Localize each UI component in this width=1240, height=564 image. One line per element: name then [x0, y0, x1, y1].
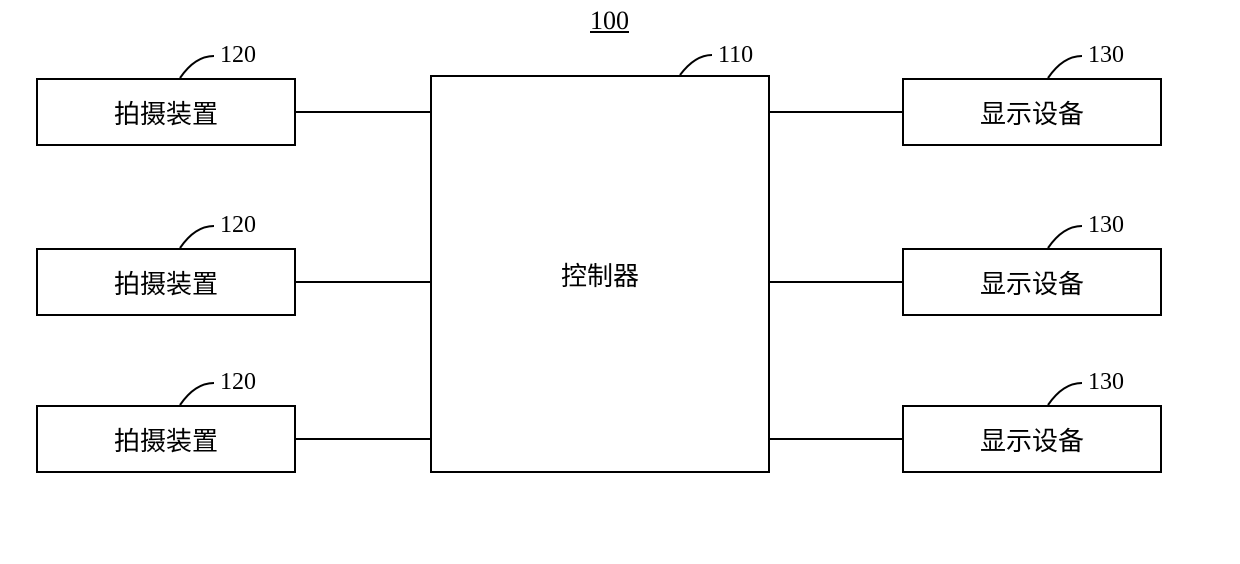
- connector-left-1: [296, 111, 430, 113]
- controller-label: 控制器: [561, 256, 639, 293]
- block-diagram: 100 控制器 110 拍摄装置 120 拍摄装置 120 拍摄装置 120 显…: [0, 0, 1240, 564]
- display-label-3: 显示设备: [980, 421, 1084, 458]
- display-ref-3: 130: [1088, 369, 1124, 396]
- controller-ref: 110: [718, 42, 753, 69]
- camera-ref-3: 120: [220, 369, 256, 396]
- camera-label-2: 拍摄装置: [114, 264, 218, 301]
- display-box-2: 显示设备: [902, 248, 1162, 316]
- camera-label-1: 拍摄装置: [114, 94, 218, 131]
- display-box-1: 显示设备: [902, 78, 1162, 146]
- camera-ref-1: 120: [220, 42, 256, 69]
- camera-box-3: 拍摄装置: [36, 405, 296, 473]
- display-ref-1: 130: [1088, 42, 1124, 69]
- connector-left-2: [296, 281, 430, 283]
- display-box-3: 显示设备: [902, 405, 1162, 473]
- diagram-title: 100: [590, 6, 629, 36]
- camera-box-2: 拍摄装置: [36, 248, 296, 316]
- connector-left-3: [296, 438, 430, 440]
- camera-label-3: 拍摄装置: [114, 421, 218, 458]
- camera-box-1: 拍摄装置: [36, 78, 296, 146]
- display-label-1: 显示设备: [980, 94, 1084, 131]
- controller-box: 控制器: [430, 75, 770, 473]
- connector-right-2: [770, 281, 902, 283]
- display-label-2: 显示设备: [980, 264, 1084, 301]
- camera-ref-2: 120: [220, 212, 256, 239]
- connector-right-3: [770, 438, 902, 440]
- display-ref-2: 130: [1088, 212, 1124, 239]
- connector-right-1: [770, 111, 902, 113]
